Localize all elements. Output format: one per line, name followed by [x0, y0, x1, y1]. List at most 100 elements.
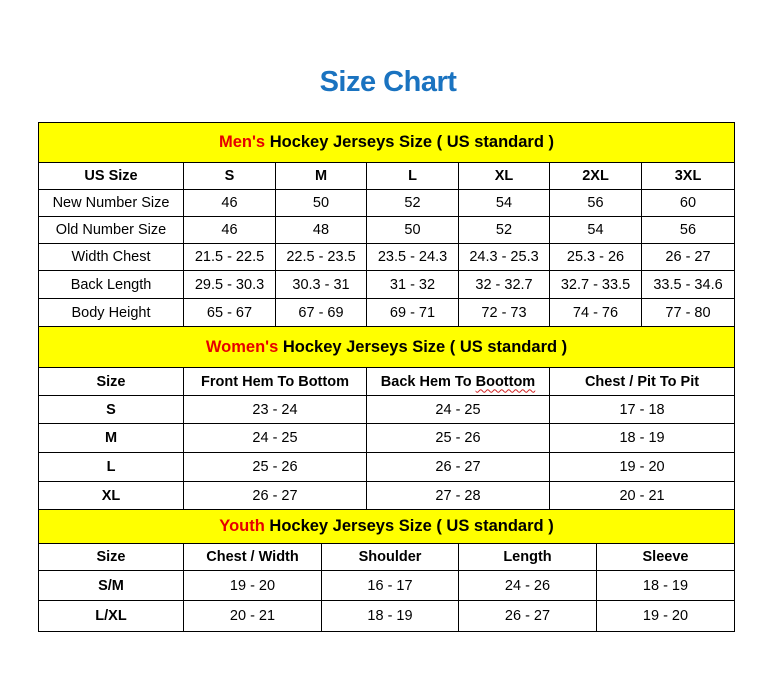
table-cell: 24 - 25: [366, 395, 550, 424]
table-cell: 72 - 73: [458, 298, 550, 327]
table-cell: 26 - 27: [183, 481, 367, 510]
table-row: Old Number Size 46 48 50 52 54 56: [38, 216, 735, 244]
table-cell: 24 - 25: [183, 423, 367, 453]
women-size-section: Women's Hockey Jerseys Size ( US standar…: [37, 326, 736, 510]
column-header-label: Sleeve: [642, 549, 689, 565]
table-cell: 50: [366, 216, 459, 244]
column-header: Front Hem To Bottom: [183, 367, 367, 396]
column-header-label: 3XL: [674, 168, 702, 184]
row-label: Back Length: [38, 270, 184, 299]
men-section-header: Men's Hockey Jerseys Size ( US standard …: [38, 122, 735, 163]
section-title-text: Hockey Jerseys Size ( US standard ): [278, 337, 568, 356]
column-header-label: US Size: [84, 168, 138, 184]
table-cell: 19 - 20: [595, 600, 736, 632]
table-cell: 25 - 26: [366, 423, 550, 453]
men-size-section: Men's Hockey Jerseys Size ( US standard …: [38, 122, 735, 327]
column-header: Chest / Width: [183, 543, 322, 571]
column-header-label: Chest / Width: [206, 549, 299, 565]
table-cell: 74 - 76: [549, 298, 642, 327]
table-cell: 26 - 27: [641, 243, 735, 271]
section-title-accent: Women's: [205, 337, 279, 356]
column-header: Shoulder: [321, 543, 459, 571]
table-cell: 18 - 19: [595, 570, 736, 601]
women-section-header: Women's Hockey Jerseys Size ( US standar…: [37, 326, 736, 368]
column-header: XL: [458, 162, 550, 190]
table-cell: 31 - 32: [366, 270, 459, 299]
column-header: 2XL: [549, 162, 642, 190]
table-cell: 27 - 28: [366, 481, 550, 510]
table-cell: 46: [183, 189, 276, 217]
table-cell: 60: [641, 189, 735, 217]
column-header-row: US Size S M L XL 2XL 3XL: [38, 162, 735, 190]
section-title: Youth Hockey Jerseys Size ( US standard …: [37, 509, 736, 544]
row-label: S/M: [38, 570, 184, 601]
table-cell: 26 - 27: [366, 452, 550, 482]
column-header-label: 2XL: [582, 168, 609, 184]
column-header: L: [366, 162, 459, 190]
column-header-label: Length: [503, 549, 552, 565]
column-header: 3XL: [641, 162, 735, 190]
column-header-label: L: [408, 168, 417, 184]
table-cell: 29.5 - 30.3: [183, 270, 276, 299]
column-header: Size: [38, 543, 184, 571]
men-size-table: Men's Hockey Jerseys Size ( US standard …: [38, 122, 735, 327]
table-cell: 17 - 18: [548, 395, 736, 424]
column-header-label: Size: [96, 373, 126, 390]
page-title: Size Chart: [319, 66, 457, 98]
table-row: S/M 19 - 20 16 - 17 24 - 26 18 - 19: [38, 570, 736, 601]
table-cell: 67 - 69: [275, 298, 367, 327]
section-title: Men's Hockey Jerseys Size ( US standard …: [38, 122, 735, 163]
column-header: Back Hem To Boottom: [366, 367, 550, 396]
table-cell: 26 - 27: [458, 600, 597, 632]
row-label: Body Height: [38, 298, 184, 327]
table-cell: 18 - 19: [548, 423, 736, 453]
table-cell: 23 - 24: [183, 395, 367, 424]
table-cell: 56: [641, 216, 735, 244]
row-label: L: [38, 452, 184, 482]
table-cell: 19 - 20: [183, 570, 322, 601]
column-header-label: Shoulder: [358, 549, 422, 565]
column-header: Sleeve: [595, 543, 736, 571]
women-size-table: Women's Hockey Jerseys Size ( US standar…: [37, 326, 736, 510]
table-cell: 24.3 - 25.3: [458, 243, 550, 271]
row-label: S: [38, 395, 184, 424]
row-label: XL: [38, 481, 184, 510]
table-cell: 52: [458, 216, 550, 244]
section-title-text: Hockey Jerseys Size ( US standard ): [264, 517, 554, 535]
table-cell: 33.5 - 34.6: [641, 270, 735, 299]
table-row: Body Height 65 - 67 67 - 69 69 - 71 72 - 73 7…: [38, 298, 735, 327]
table-cell: 20 - 21: [183, 600, 322, 632]
column-header-row: Size Chest / Width Shoulder Length Sleeve: [38, 543, 736, 571]
column-header: M: [275, 162, 367, 190]
table-cell: 25.3 - 26: [549, 243, 642, 271]
table-cell: 30.3 - 31: [275, 270, 367, 299]
youth-size-table: Youth Hockey Jerseys Size ( US standard …: [37, 509, 736, 632]
table-cell: 19 - 20: [548, 452, 736, 482]
table-cell: 54: [549, 216, 642, 244]
table-cell: 69 - 71: [366, 298, 459, 327]
spellcheck-underline: Boottom: [475, 373, 536, 390]
column-header-label: S: [224, 168, 235, 184]
column-header-row: Size Front Hem To Bottom Back Hem To Boott…: [38, 367, 736, 396]
table-row: Back Length 29.5 - 30.3 30.3 - 31 31 - 32 32…: [38, 270, 735, 299]
row-label: L/XL: [38, 600, 184, 632]
section-title: Women's Hockey Jerseys Size ( US standar…: [37, 326, 736, 368]
column-header-label: Back Hem To Boottom: [380, 373, 536, 390]
column-header: S: [183, 162, 276, 190]
section-title-text: Hockey Jerseys Size ( US standard ): [265, 133, 554, 151]
column-header-label: M: [314, 168, 328, 184]
table-row: Width Chest 21.5 - 22.5 22.5 - 23.5 23.5 - …: [38, 243, 735, 271]
table-cell: 23.5 - 24.3: [366, 243, 459, 271]
column-header: US Size: [38, 162, 184, 190]
table-row: L 25 - 26 26 - 27 19 - 20: [38, 452, 736, 482]
table-row: XL 26 - 27 27 - 28 20 - 21: [38, 481, 736, 510]
row-label: Width Chest: [38, 243, 184, 271]
table-cell: 20 - 21: [548, 481, 736, 510]
section-title-accent: Men's: [219, 133, 266, 151]
table-cell: 16 - 17: [321, 570, 459, 601]
column-header-label: Chest / Pit To Pit: [584, 373, 700, 390]
table-row: S 23 - 24 24 - 25 17 - 18: [38, 395, 736, 424]
table-cell: 48: [275, 216, 367, 244]
youth-size-section: Youth Hockey Jerseys Size ( US standard …: [37, 509, 736, 632]
table-cell: 52: [366, 189, 459, 217]
